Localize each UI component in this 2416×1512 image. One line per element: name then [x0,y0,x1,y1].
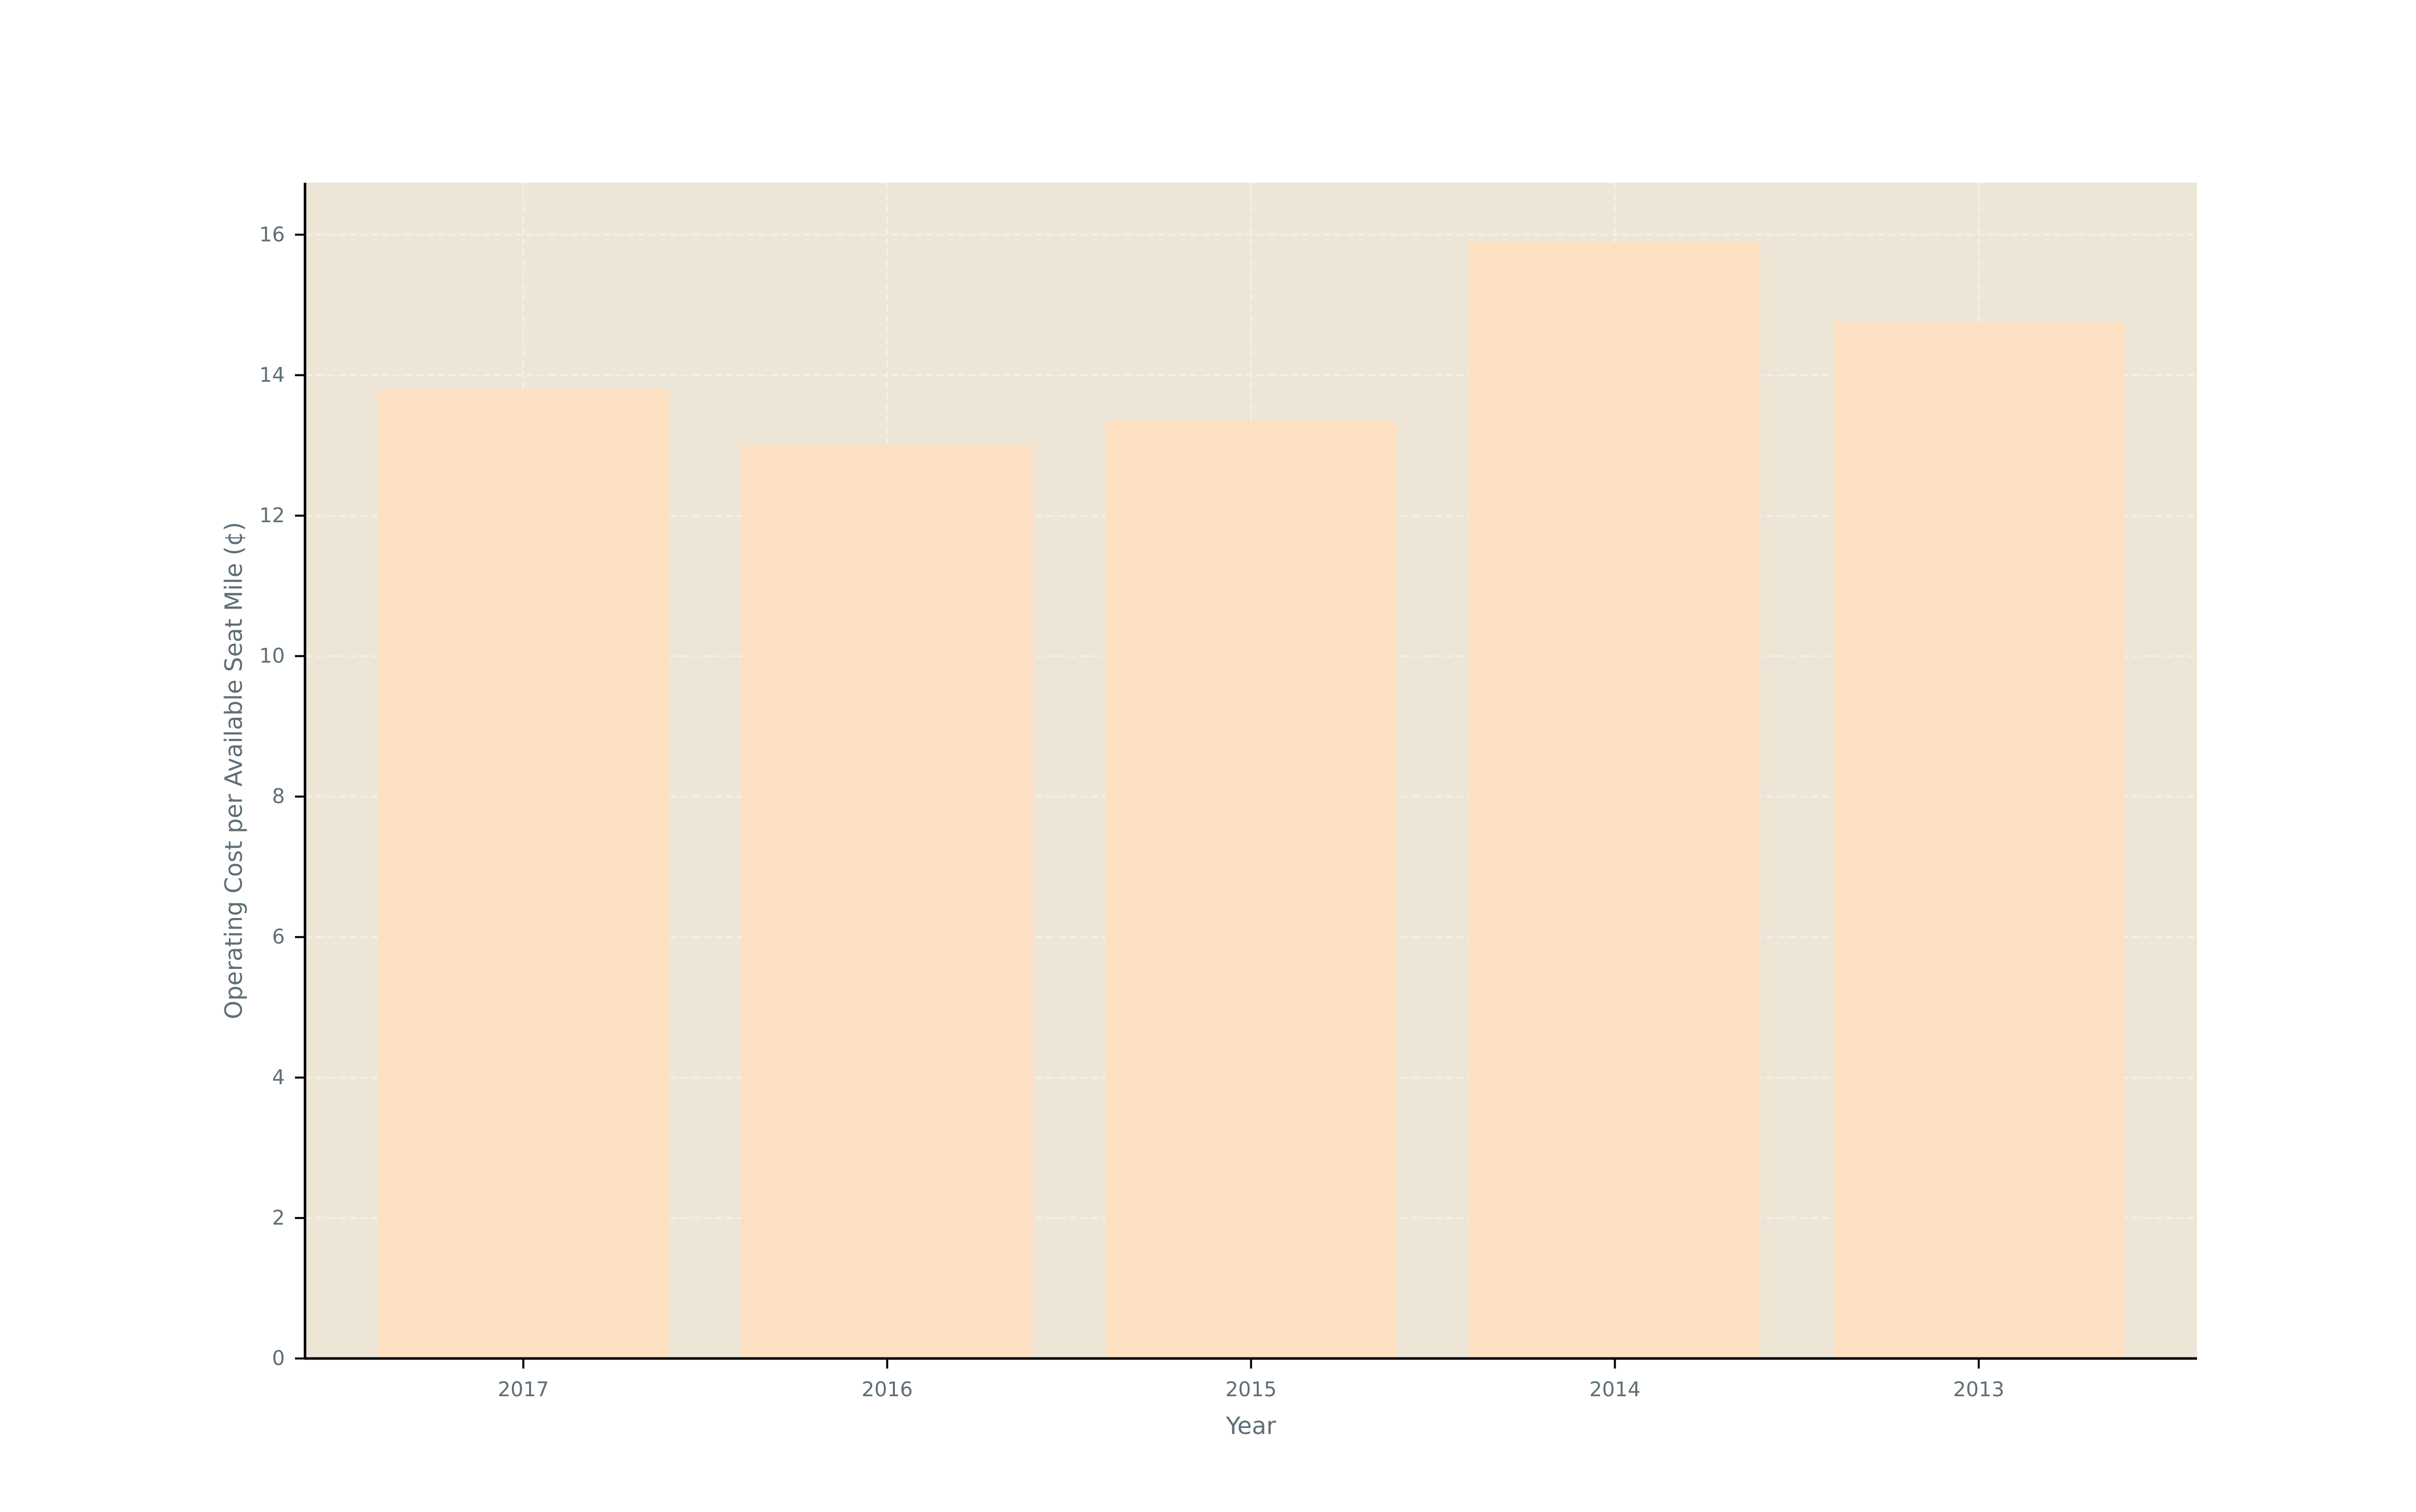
bar-2016 [741,445,1033,1358]
y-axis-label: Operating Cost per Available Seat Mile (… [220,522,248,1019]
y-tick-label: 14 [259,363,285,387]
y-tick-label: 12 [259,504,285,527]
x-tick-label: 2014 [1589,1378,1640,1401]
x-tick-label: 2017 [498,1378,549,1401]
y-tick-label: 10 [259,645,285,668]
x-axis-label: Year [1226,1412,1276,1440]
bar-2014 [1469,242,1761,1358]
x-tick-label: 2016 [862,1378,913,1401]
x-tick-label: 2013 [1953,1378,2004,1401]
bar-2013 [1833,322,2125,1358]
axes: 0 2 4 6 8 10 12 14 16 2017 2016 2015 2014 2013 [259,183,2197,1401]
y-tick-label: 0 [272,1347,285,1370]
bar-2015 [1105,421,1397,1358]
bars [378,242,2125,1358]
y-tick-label: 6 [272,926,285,949]
y-tick-label: 4 [272,1066,285,1089]
bar-2017 [378,389,669,1358]
y-tick-label: 16 [259,223,285,246]
y-tick-label: 2 [272,1206,285,1230]
x-tick-label: 2015 [1226,1378,1277,1401]
y-tick-label: 8 [272,785,285,808]
